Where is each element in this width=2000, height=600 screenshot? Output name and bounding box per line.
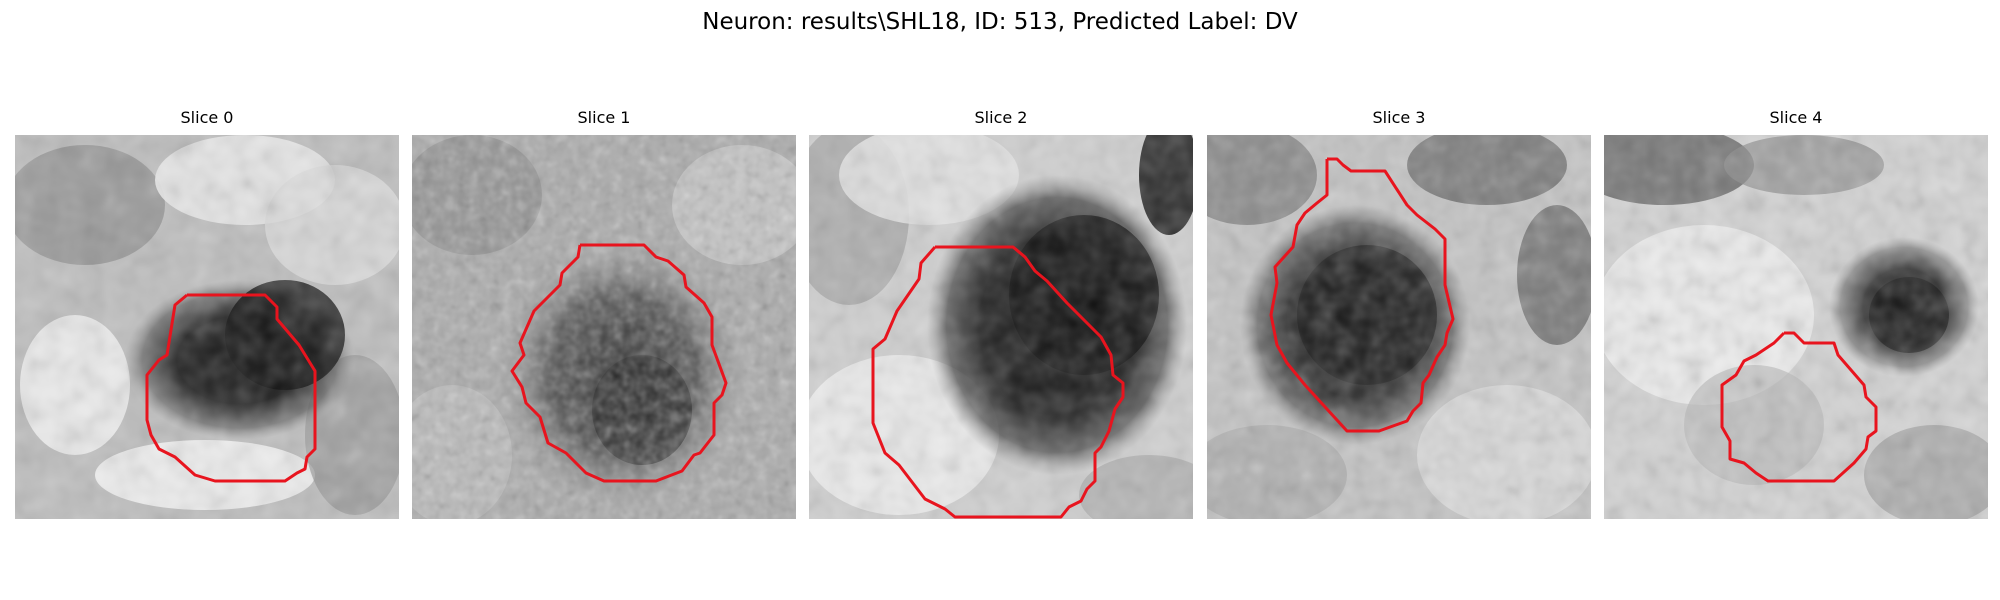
slice-title-3: Slice 3 bbox=[1372, 108, 1426, 127]
slice-title-2: Slice 2 bbox=[974, 108, 1028, 127]
segmentation-contour-3 bbox=[1269, 157, 1455, 433]
slice-panel-2: Slice 2 bbox=[809, 108, 1193, 522]
figure-title: Neuron: results\SHL18, ID: 513, Predicte… bbox=[702, 9, 1298, 35]
slice-image-4 bbox=[1604, 135, 1988, 519]
slice-panel-0: Slice 0 bbox=[15, 108, 399, 522]
segmentation-contour-1 bbox=[510, 243, 728, 483]
slice-image-2 bbox=[809, 135, 1193, 519]
segmentation-contour-4 bbox=[1720, 331, 1878, 483]
segmentation-contour-2 bbox=[871, 245, 1125, 519]
slice-title-1: Slice 1 bbox=[577, 108, 631, 127]
slice-title-4: Slice 4 bbox=[1769, 108, 1823, 127]
slice-image-0 bbox=[15, 135, 399, 519]
slice-panel-1: Slice 1 bbox=[412, 108, 796, 522]
slice-title-0: Slice 0 bbox=[180, 108, 234, 127]
slice-panel-3: Slice 3 bbox=[1207, 108, 1591, 522]
slice-image-1 bbox=[412, 135, 796, 519]
slice-image-3 bbox=[1207, 135, 1591, 519]
segmentation-contour-0 bbox=[145, 293, 317, 483]
slice-panel-4: Slice 4 bbox=[1604, 108, 1988, 522]
